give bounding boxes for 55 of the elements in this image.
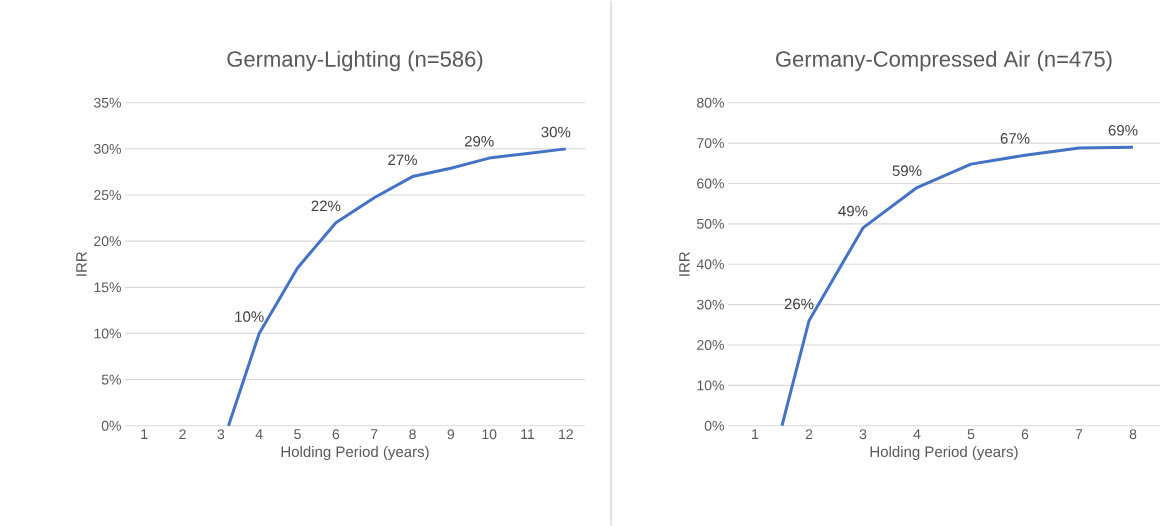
x-tick-label: 9 (447, 429, 455, 439)
y-tick-label: 10% (697, 380, 724, 391)
data-label: 67% (1000, 132, 1030, 144)
data-label: 26% (784, 298, 814, 309)
data-label: 10% (235, 311, 264, 322)
y-tick-label: 30% (93, 143, 121, 154)
y-tick-label: 30% (696, 299, 724, 310)
chart-title: Germany-Lighting (n=586) (227, 50, 483, 71)
x-axis-title: Holding Period (years) (281, 445, 429, 460)
y-tick-label: 15% (94, 282, 121, 292)
data-label: 22% (311, 200, 341, 211)
x-tick-label: 12 (559, 429, 573, 439)
y-tick-label: 0% (101, 420, 121, 431)
line-series (780, 145, 1135, 427)
y-tick-label: 80% (697, 97, 724, 108)
x-tick-label: 1 (141, 429, 148, 439)
x-tick-label: 3 (217, 429, 225, 439)
x-tick-label: 7 (1075, 429, 1083, 439)
data-label: 29% (464, 135, 494, 147)
data-label: 27% (388, 154, 417, 165)
line-series (227, 147, 568, 427)
y-tick-label: 20% (697, 339, 724, 350)
x-tick-label: 7 (371, 429, 378, 439)
x-tick-label: 5 (967, 429, 975, 439)
y-axis-title: IRR (679, 251, 690, 276)
data-label: 69% (1108, 124, 1138, 136)
y-tick-label: 10% (94, 328, 121, 339)
x-tick-label: 10 (482, 429, 497, 439)
y-tick-label: 40% (696, 259, 724, 269)
x-tick-label: 4 (913, 429, 921, 439)
data-label: 49% (838, 205, 868, 217)
y-tick-label: 60% (697, 178, 724, 189)
x-tick-label: 4 (255, 429, 263, 439)
y-tick-label: 35% (93, 97, 121, 108)
y-axis-title: IRR (76, 251, 87, 276)
x-tick-label: 8 (409, 429, 416, 439)
x-tick-label: 8 (1129, 429, 1137, 439)
y-tick-label: 5% (101, 374, 121, 385)
chart-title: Germany-Compressed Air (n=475) (776, 50, 1112, 71)
x-tick-label: 2 (179, 429, 186, 439)
data-label: 30% (541, 126, 571, 138)
x-tick-label: 1 (752, 429, 759, 439)
y-tick-label: 50% (697, 218, 724, 229)
x-tick-label: 6 (332, 429, 340, 439)
y-tick-label: 70% (697, 137, 724, 148)
y-tick-label: 0% (704, 420, 724, 431)
data-label: 59% (892, 165, 922, 176)
x-tick-label: 6 (1021, 429, 1029, 439)
x-tick-label: 3 (859, 429, 867, 439)
x-tick-label: 11 (521, 429, 535, 439)
x-tick-label: 5 (294, 429, 301, 439)
y-tick-label: 25% (94, 189, 121, 200)
x-axis-title: Holding Period (years) (870, 445, 1018, 460)
y-tick-label: 20% (94, 235, 121, 246)
x-tick-label: 2 (805, 429, 813, 439)
